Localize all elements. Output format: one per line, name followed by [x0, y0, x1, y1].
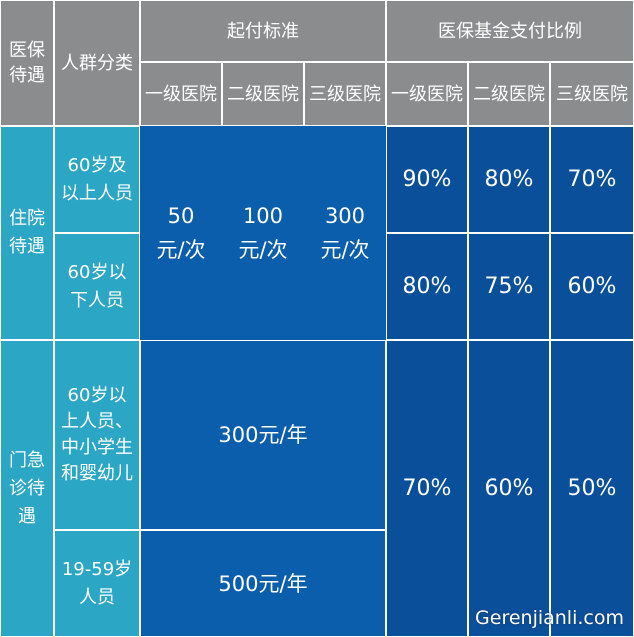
outpatient-ratio-level2: 60%	[468, 340, 550, 637]
inpatient-ratio-60-above-level2: 80%	[468, 126, 550, 233]
inpatient-label: 住院 待遇	[0, 126, 54, 340]
outpatient-group-a: 60岁以 上人员、 中小学生 和婴幼儿	[54, 340, 140, 530]
header-ratio-level3: 三级医院	[550, 62, 634, 126]
header-threshold: 起付标准	[140, 0, 386, 62]
outpatient-threshold-a: 300元/年	[140, 340, 386, 530]
inpatient-ratio-60-below-level2: 75%	[468, 233, 550, 340]
inpatient-threshold-level1: 50 元/次	[140, 126, 222, 340]
header-threshold-level3: 三级医院	[304, 62, 386, 126]
header-threshold-level2: 二级医院	[222, 62, 304, 126]
outpatient-ratio-level1: 70%	[386, 340, 468, 637]
inpatient-threshold-level3: 300 元/次	[304, 126, 386, 340]
inpatient-threshold-level2: 100 元/次	[222, 126, 304, 340]
outpatient-label: 门急 诊待 遇	[0, 340, 54, 637]
header-ratio-level1: 一级医院	[386, 62, 468, 126]
header-ratio-level2: 二级医院	[468, 62, 550, 126]
site-watermark: Gerenjianli.com	[475, 607, 624, 629]
outpatient-threshold-b: 500元/年	[140, 530, 386, 637]
outpatient-ratio-level3: 50%	[550, 340, 634, 637]
inpatient-ratio-60-above-level3: 70%	[550, 126, 634, 233]
header-group: 人群分类	[54, 0, 140, 126]
inpatient-group-60-above: 60岁及 以上人员	[54, 126, 140, 233]
outpatient-group-b: 19-59岁 人员	[54, 530, 140, 637]
inpatient-ratio-60-below-level3: 60%	[550, 233, 634, 340]
inpatient-ratio-60-below-level1: 80%	[386, 233, 468, 340]
inpatient-group-60-below: 60岁以 下人员	[54, 233, 140, 340]
header-threshold-level1: 一级医院	[140, 62, 222, 126]
header-ratio: 医保基金支付比例	[386, 0, 634, 62]
header-treatment: 医保 待遇	[0, 0, 54, 126]
inpatient-ratio-60-above-level1: 90%	[386, 126, 468, 233]
